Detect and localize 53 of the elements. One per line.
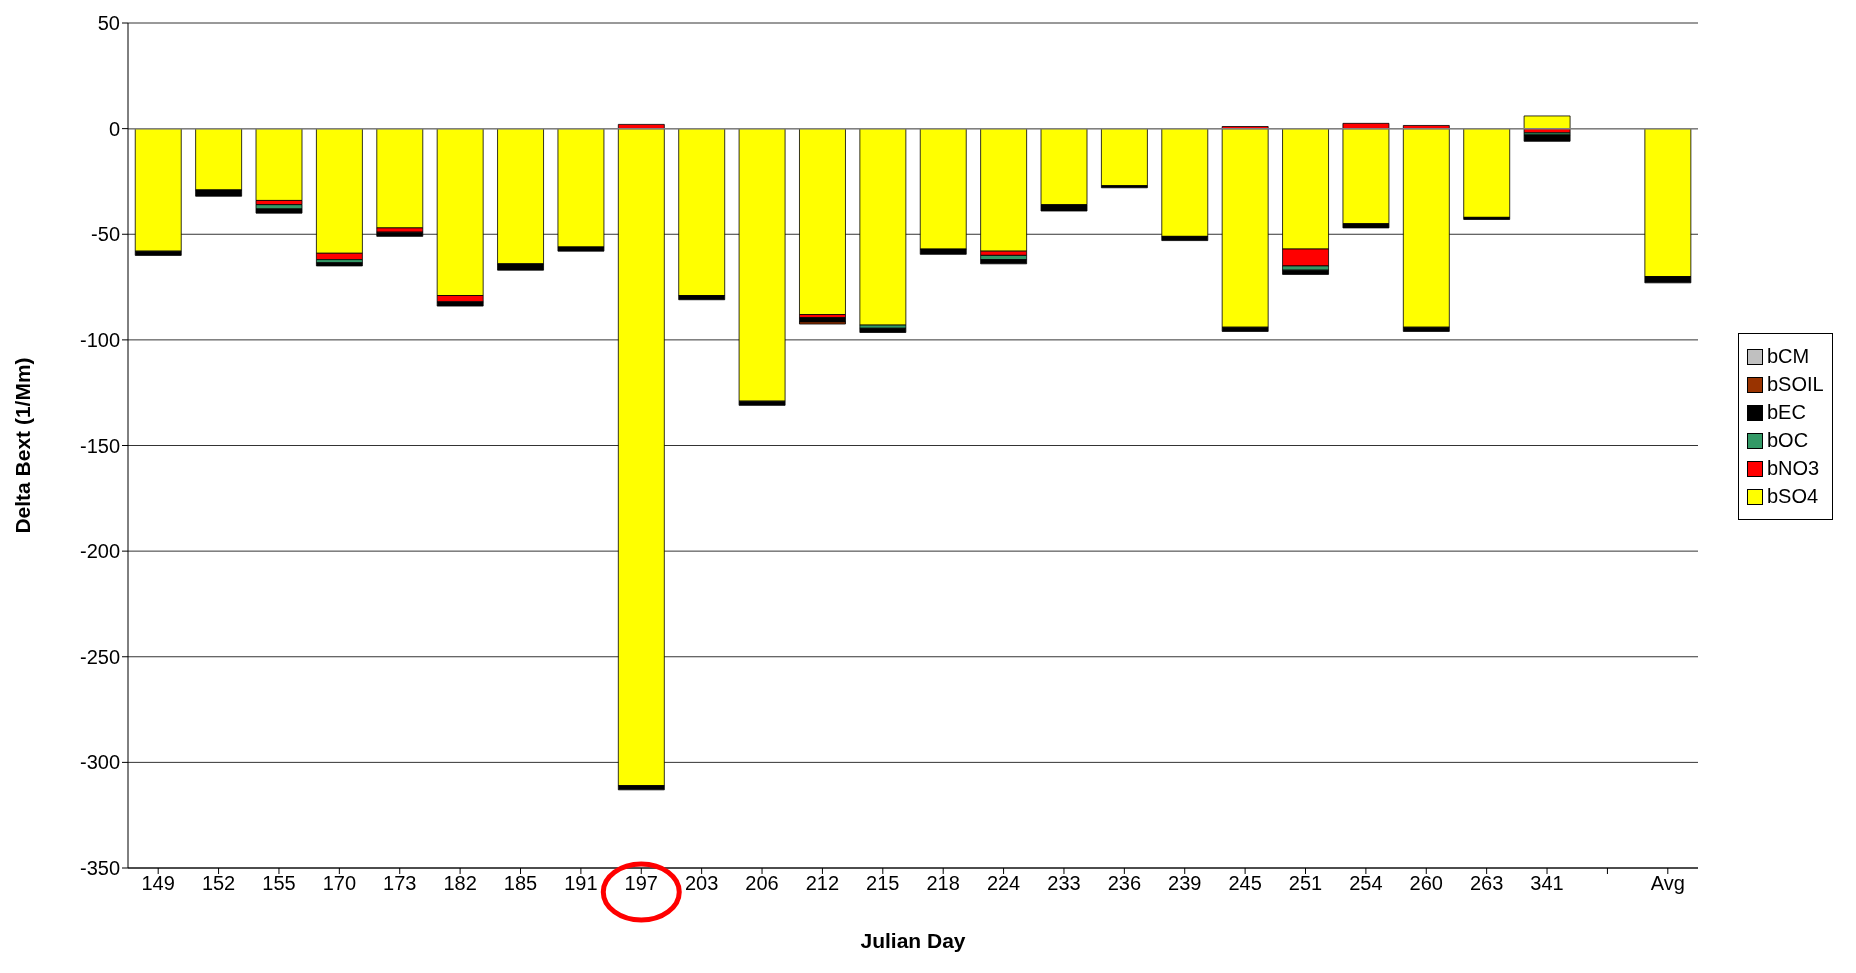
y-tick-label: 50 (97, 12, 120, 35)
y-tick-label: -350 (79, 857, 120, 880)
x-tick-label: 233 (1047, 872, 1081, 895)
x-tick-label: 149 (141, 872, 175, 895)
bar (255, 128, 303, 201)
y-axis-title: Delta Bext (1/Mm) (11, 357, 35, 534)
x-tick-label: 203 (684, 872, 719, 895)
x-tick-label: Avg (1650, 872, 1685, 895)
x-tick-label: 155 (262, 872, 296, 895)
x-tick-label: 173 (383, 872, 417, 895)
x-tick-label: 224 (986, 872, 1021, 895)
bar (799, 321, 846, 325)
y-tick-label: -100 (79, 328, 120, 351)
y-tick-label: -150 (79, 434, 120, 457)
legend-label: bSO4 (1767, 485, 1819, 508)
y-tick-label: 0 (108, 117, 120, 140)
bar (376, 128, 424, 229)
bar (1282, 269, 1329, 275)
x-tick-label: 182 (443, 872, 477, 895)
y-tick-label: -300 (79, 751, 120, 774)
x-tick-label: 170 (322, 872, 357, 895)
x-tick-label: 185 (503, 872, 538, 895)
x-tick-label: 206 (745, 872, 779, 895)
x-tick-label: 215 (866, 872, 900, 895)
x-tick-label: 245 (1228, 872, 1262, 895)
bar (1463, 128, 1511, 218)
x-tick-label: 260 (1409, 872, 1443, 895)
x-tick-label: 152 (201, 872, 236, 895)
x-tick-label: 212 (805, 872, 840, 895)
x-tick-label: 263 (1469, 872, 1504, 895)
x-tick-label: 197 (624, 872, 658, 895)
legend-label: bNO3 (1767, 457, 1820, 480)
x-tick-label: 239 (1168, 872, 1202, 895)
x-tick-label: 254 (1349, 872, 1383, 895)
y-tick-label: -200 (79, 540, 120, 563)
x-tick-label: 251 (1288, 872, 1323, 895)
x-tick-label: 341 (1530, 872, 1564, 895)
legend-label: bOC (1767, 429, 1809, 452)
bar (1523, 134, 1571, 142)
bar (1101, 128, 1148, 187)
x-axis-title: Julian Day (860, 929, 966, 952)
bar (1523, 115, 1571, 130)
y-tick-label: -50 (91, 223, 120, 246)
bar (255, 208, 303, 214)
y-tick-label: -250 (79, 645, 120, 668)
bar (859, 327, 907, 333)
x-tick-label: 218 (926, 872, 960, 895)
x-tick-label: 236 (1107, 872, 1142, 895)
x-tick-label: 191 (564, 872, 598, 895)
bar (980, 259, 1028, 265)
legend-label: bSOIL (1767, 373, 1824, 396)
legend-label: bCM (1767, 345, 1810, 368)
legend-label: bEC (1767, 401, 1806, 424)
